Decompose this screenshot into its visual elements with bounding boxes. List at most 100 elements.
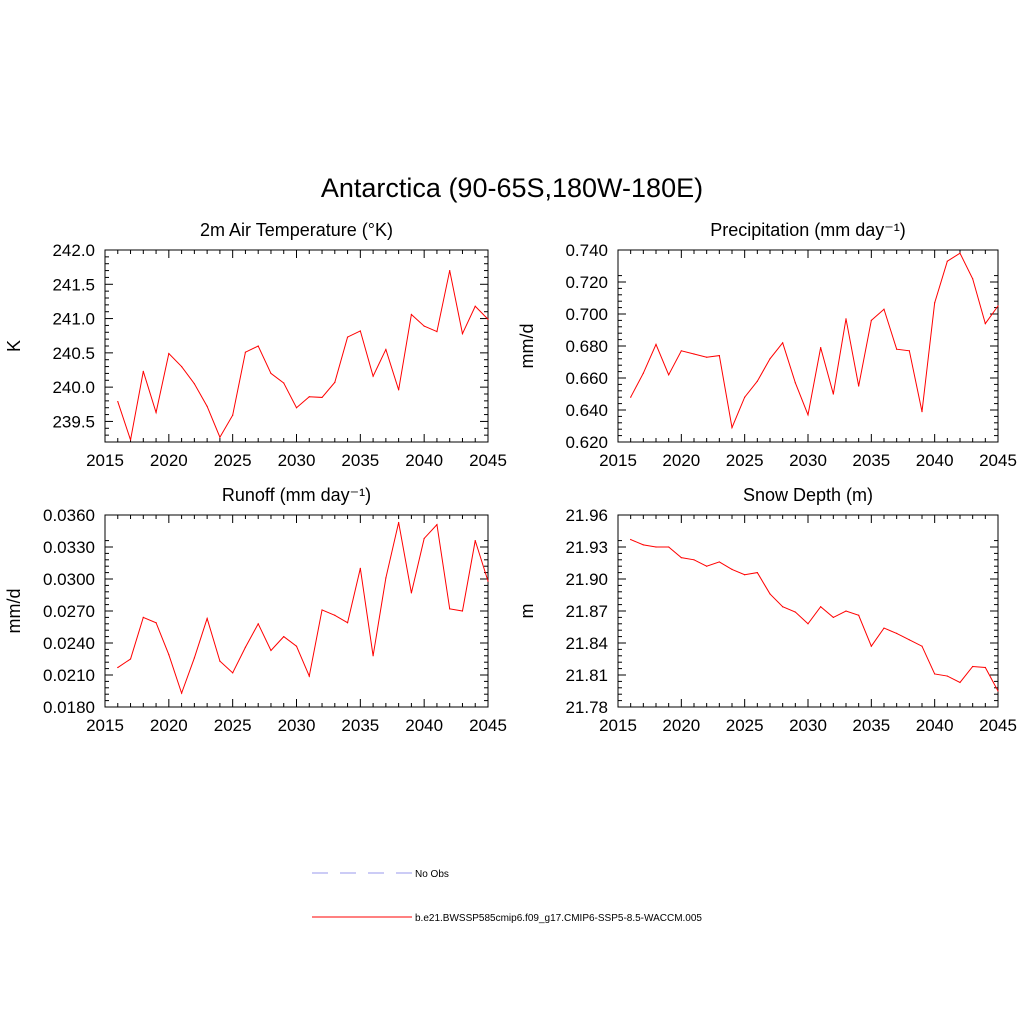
data-point-2022: [706, 565, 708, 567]
x-tick-label-2040: 2040: [405, 451, 443, 470]
data-point-2040: [934, 673, 936, 675]
data-point-2028: [782, 342, 784, 344]
data-point-2019: [155, 411, 157, 414]
x-tick-label-2035: 2035: [852, 716, 890, 735]
data-point-2028: [270, 372, 272, 375]
x-tick-label-2040: 2040: [916, 451, 954, 470]
y-tick-label-0-740: 0.740: [565, 241, 608, 260]
data-point-2030: [295, 407, 298, 409]
y-tick-label-0-0360: 0.0360: [43, 506, 95, 525]
data-point-2026: [244, 646, 247, 648]
panel-4: Snow Depth (m) m 2015 2020 2025 2030 2035 2040 2…: [517, 485, 1017, 735]
y-tick-label-0-0270: 0.0270: [43, 602, 95, 621]
data-point-2016: [630, 538, 632, 541]
legend: No Obs b.e21.BWSSP585cmip6.f09_g17.CMIP6…: [312, 869, 702, 924]
data-point-2030: [807, 623, 809, 625]
x-tick-label-2045: 2045: [979, 451, 1017, 470]
x-tick-label-2015: 2015: [599, 716, 637, 735]
y-tick-label-0-660: 0.660: [565, 369, 608, 388]
panel-2: Precipitation (mm day⁻¹) mm/d 2015 2020 2025…: [517, 220, 1017, 470]
x-tick-label-2025: 2025: [214, 451, 252, 470]
data-point-2040: [423, 537, 425, 540]
data-point-2038: [908, 639, 910, 641]
data-point-2033: [334, 381, 336, 383]
data-point-2029: [283, 382, 285, 384]
data-point-2035: [870, 319, 872, 321]
data-point-2045: [487, 580, 489, 582]
data-point-2034: [346, 336, 349, 338]
y-axis-label: mm/d: [4, 589, 24, 634]
data-point-2032: [321, 609, 323, 611]
data-point-2033: [334, 614, 336, 616]
series-line: [117, 522, 489, 695]
y-tick-label-239-5: 239.5: [52, 412, 95, 431]
data-point-2039: [410, 592, 412, 594]
x-tick-label-2020: 2020: [150, 451, 188, 470]
data-point-2017: [129, 439, 132, 441]
data-point-2028: [270, 649, 272, 652]
data-point-2027: [769, 358, 771, 360]
y-axis-label: K: [4, 340, 24, 352]
data-point-2030: [807, 414, 809, 416]
data-point-2027: [257, 345, 259, 347]
data-point-2020: [168, 352, 170, 355]
series-line: [630, 539, 999, 692]
data-point-2036: [372, 375, 374, 377]
x-tick-label-2035: 2035: [852, 451, 890, 470]
x-tick-label-2030: 2030: [789, 451, 827, 470]
x-tick-label-2030: 2030: [278, 451, 316, 470]
data-point-2032: [321, 396, 323, 399]
data-point-2028: [782, 606, 784, 608]
y-tick-label-0-640: 0.640: [565, 401, 608, 420]
x-tick-label-2045: 2045: [469, 716, 507, 735]
data-point-2029: [794, 611, 796, 613]
data-point-2029: [283, 636, 285, 638]
data-point-2040: [934, 302, 936, 304]
y-tick-label-0-0240: 0.0240: [43, 634, 95, 653]
data-point-2036: [883, 308, 885, 310]
y-tick-label-21-93: 21.93: [565, 538, 608, 557]
data-point-2017: [642, 372, 644, 374]
y-tick-label-0-0300: 0.0300: [43, 570, 95, 589]
y-tick-label-0-0210: 0.0210: [43, 666, 95, 685]
data-point-2026: [756, 380, 758, 382]
data-point-2020: [168, 654, 170, 656]
x-tick-label-2045: 2045: [979, 716, 1017, 735]
data-point-2044: [474, 540, 476, 542]
y-axis-label: m: [517, 604, 537, 619]
data-point-2037: [896, 632, 898, 635]
data-point-2016: [117, 400, 119, 403]
data-point-2031: [820, 606, 822, 608]
panel-3: Runoff (mm day⁻¹) mm/d 2015 2020 2025 2030 203…: [4, 485, 507, 735]
x-tick-label-2030: 2030: [789, 716, 827, 735]
y-tick-label-0-700: 0.700: [565, 305, 608, 324]
data-point-2029: [794, 382, 796, 384]
panel-title: Snow Depth (m): [743, 485, 873, 505]
data-point-2042: [959, 681, 961, 684]
data-point-2018: [655, 343, 657, 345]
data-point-2024: [731, 427, 733, 429]
data-point-2019: [668, 374, 670, 376]
x-tick-label-2045: 2045: [469, 451, 507, 470]
x-tick-label-2015: 2015: [86, 451, 124, 470]
data-point-2032: [832, 616, 834, 619]
y-tick-label-0-680: 0.680: [565, 337, 608, 356]
plot-frame: [617, 514, 999, 708]
data-point-2042: [449, 269, 451, 272]
data-point-2024: [219, 660, 221, 662]
data-point-2044: [474, 305, 476, 307]
data-point-2033: [845, 610, 847, 612]
data-point-2036: [372, 655, 374, 657]
panel-title: Precipitation (mm day⁻¹): [710, 220, 906, 240]
data-point-2023: [718, 355, 720, 357]
series-line: [630, 252, 999, 430]
data-point-2043: [461, 333, 464, 335]
y-tick-label-0-720: 0.720: [565, 273, 608, 292]
x-tick-label-2025: 2025: [726, 716, 764, 735]
data-point-2019: [668, 546, 670, 548]
panels-group: 2m Air Temperature (°K) K 2015 2020 2025 2030…: [4, 220, 1017, 735]
panel-title: Runoff (mm day⁻¹): [222, 485, 371, 505]
x-tick-label-2030: 2030: [278, 716, 316, 735]
data-point-2034: [858, 614, 860, 616]
data-point-2021: [181, 365, 183, 368]
